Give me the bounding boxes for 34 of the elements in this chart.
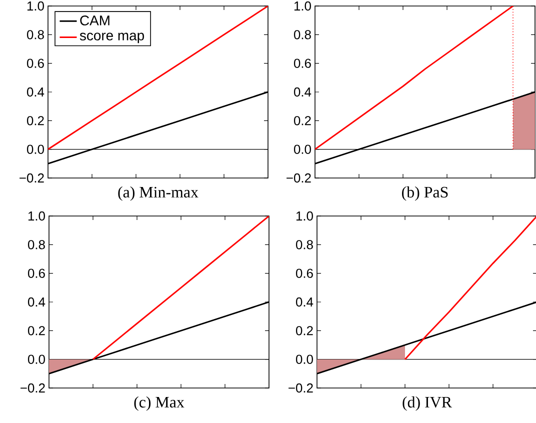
y-tick-label: 1.0 bbox=[28, 211, 45, 221]
x-axis-title: (b) PaS bbox=[402, 186, 448, 201]
y-tick-label: 0.0 bbox=[28, 354, 45, 364]
y-tick-label: 0.2 bbox=[294, 116, 311, 126]
y-tick-label: 0.6 bbox=[26, 58, 44, 68]
y-tick-label: 0.4 bbox=[28, 297, 46, 307]
y-tick-label: 0.2 bbox=[26, 116, 44, 126]
x-axis-title: (d) IVR bbox=[402, 396, 452, 411]
y-tick-label: 0.4 bbox=[26, 87, 44, 97]
y-tick-label: 0.0 bbox=[294, 144, 311, 154]
y-tick-label: −0.2 bbox=[20, 383, 45, 393]
y-tick-label: 0.6 bbox=[28, 268, 45, 278]
y-tick-label: 0.8 bbox=[296, 240, 313, 250]
legend-label: score map bbox=[80, 32, 144, 44]
legend-label: CAM bbox=[80, 16, 110, 26]
y-tick-label: 1.0 bbox=[294, 1, 311, 11]
y-tick-label: 0.4 bbox=[294, 87, 312, 97]
y-tick-label: 0.6 bbox=[294, 58, 311, 68]
y-tick-label: −0.2 bbox=[20, 173, 44, 183]
y-tick-label: 0.0 bbox=[26, 144, 44, 154]
x-axis-title: (c) Max bbox=[134, 396, 184, 411]
y-tick-label: 0.6 bbox=[296, 268, 313, 278]
y-tick-label: 0.0 bbox=[296, 354, 313, 364]
y-tick-label: −0.2 bbox=[286, 173, 311, 183]
y-tick-label: 0.8 bbox=[26, 30, 44, 40]
y-tick-label: 1.0 bbox=[27, 1, 44, 11]
y-tick-label: 0.2 bbox=[296, 326, 313, 336]
y-tick-label: 0.2 bbox=[28, 326, 45, 336]
x-axis-title: (a) Min-max bbox=[118, 186, 198, 201]
y-tick-label: 0.8 bbox=[294, 30, 311, 40]
y-tick-label: −0.2 bbox=[288, 383, 313, 393]
y-tick-label: 0.4 bbox=[296, 297, 314, 307]
y-tick-label: 1.0 bbox=[296, 211, 313, 221]
y-tick-label: 0.8 bbox=[28, 240, 45, 250]
